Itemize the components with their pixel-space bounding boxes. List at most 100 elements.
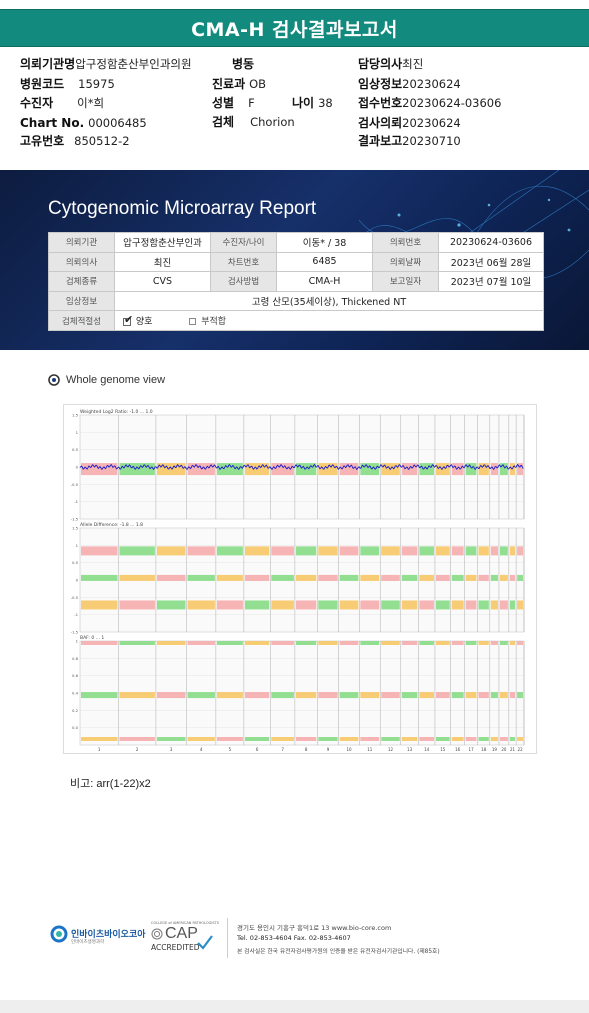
data-band [119,641,155,645]
data-band [499,463,508,476]
hospital-code: 병원코드 15975 [20,77,115,91]
data-band [517,546,523,556]
company-contact: Tel. 02-853-4604 Fax. 02-853-4607 [237,934,351,942]
data-band [216,546,243,556]
data-band [81,737,118,741]
tick-label: -0.5 [71,595,79,600]
checkmark-icon [197,935,213,950]
chromosome-label: 5 [229,747,232,752]
data-band [295,600,317,610]
data-band [478,600,489,610]
company-address: 경기도 용인시 기흥구 흥덕1로 13 www.bio-core.com [237,924,392,932]
data-band [465,641,477,645]
data-band [435,574,450,581]
chromosome-label: 13 [407,747,413,752]
data-band [381,641,400,645]
chromosome-label: 10 [346,747,352,752]
data-band [119,574,155,581]
data-band [318,737,338,741]
data-band [216,737,243,741]
data-band [216,574,243,581]
report-title-bar: CMA-H 검사결과보고서 [0,9,589,47]
data-band [156,574,186,581]
data-band [490,600,498,610]
data-band [339,574,359,581]
data-band [419,737,434,741]
inadequate-checkbox[interactable] [189,318,197,326]
data-band [360,546,380,556]
data-band [419,641,434,645]
tick-label: 0.8 [72,656,79,661]
data-band [465,737,477,741]
company-logo-icon [50,925,68,943]
tick-label: 0 [76,465,79,470]
tick-label: 1 [76,543,79,548]
data-band [465,600,477,610]
data-band [216,600,243,610]
data-band [401,574,418,581]
data-band [187,641,215,645]
cap-org: COLLEGE of AMERICAN PATHOLOGISTS [151,921,219,925]
data-band [381,600,400,610]
requesting-institution: 의뢰기관명압구정함춘산부인과의원 [20,57,192,71]
chromosome-label: 3 [170,747,173,752]
data-band [401,463,418,476]
data-band [451,574,464,581]
data-band [478,641,489,645]
chromosome-label: 1 [98,747,101,752]
data-band [478,574,489,581]
clinical-info: 임상정보20230624 [358,77,461,91]
chromosome-label: 16 [455,747,461,752]
data-band [509,692,516,699]
report-summary-table: 의뢰기관 압구정함춘산부인과 수진자/나이 이동* / 38 의뢰번호 2023… [48,232,544,331]
footer-divider [227,918,228,958]
tick-label: 1.5 [72,413,79,418]
data-band [187,546,215,556]
data-band [499,692,508,699]
chromosome-label: 8 [305,747,308,752]
data-band [499,641,508,645]
data-band [381,546,400,556]
cap-accredited: ACCREDITED [151,943,200,952]
data-band [81,600,118,610]
data-band [465,574,477,581]
data-band [451,463,464,476]
attending-doctor: 담당의사최진 [358,57,424,71]
chromosome-label: 15 [440,747,446,752]
tick-label: 0.4 [72,691,79,696]
checkmark-icon: ✔ [124,312,134,326]
data-band [381,574,400,581]
data-band [509,737,516,741]
tick-label: -1.5 [71,517,79,522]
result-report-date: 결과보고20230710 [358,134,461,148]
data-band [244,641,270,645]
data-band [401,737,418,741]
chromosome-label: 12 [388,747,394,752]
data-band [339,737,359,741]
tick-label: 1.5 [72,526,79,531]
chromosome-label: 4 [200,747,203,752]
data-band [119,546,155,556]
data-band [271,737,294,741]
age: 나이 38 [292,96,333,110]
tick-label: -1.5 [71,630,79,635]
adequate-checkbox[interactable]: ✔ [123,314,133,326]
data-band [339,546,359,556]
data-band [81,692,118,699]
data-band [419,574,434,581]
cap-text: CAP [165,925,198,942]
target-icon [48,374,60,386]
genome-view-title: Whole genome view [66,374,166,386]
log2-ratio-line [79,463,524,471]
chromosome-label: 11 [367,747,373,752]
data-band [435,737,450,741]
adequate-label: 양호 [135,317,153,328]
data-band [509,574,516,581]
remark: 비고: arr(1-22)x2 [70,778,151,790]
data-band [401,600,418,610]
table-row: 검체종류 CVS 검사방법 CMA-H 보고일자 2023년 07월 10일 [48,271,544,292]
data-band [156,546,186,556]
data-band [271,546,294,556]
data-band [401,641,418,645]
data-band [187,692,215,699]
